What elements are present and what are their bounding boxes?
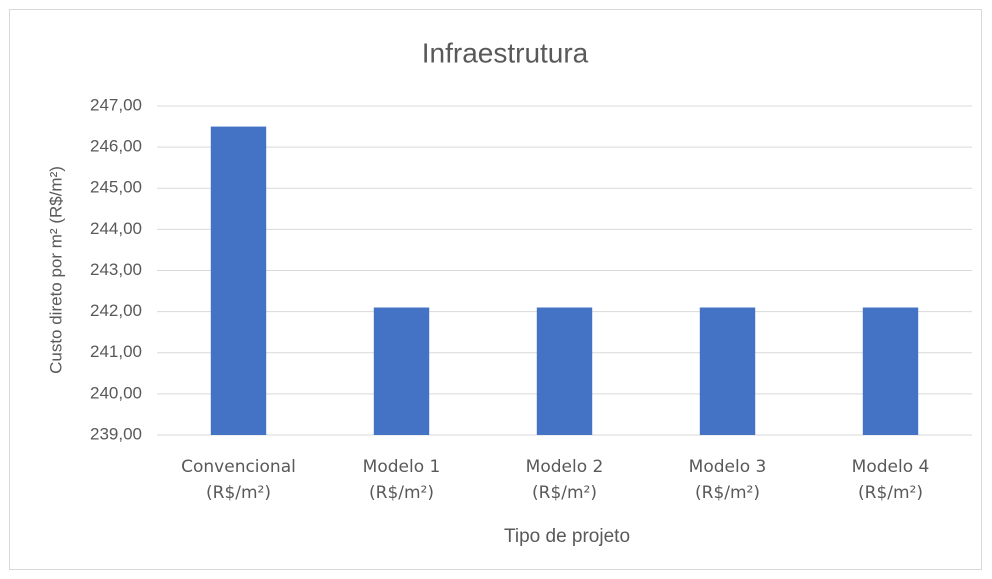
y-tick-label: 244,00 [90,219,142,238]
bar [536,307,593,435]
chart-title: Infraestrutura [422,37,589,68]
y-tick-label: 242,00 [90,301,142,320]
x-tick-label: Modelo 3 (R$/m²) [688,457,767,503]
y-tick-label: 245,00 [90,178,142,197]
bar [699,307,756,435]
y-tick-label: 243,00 [90,260,142,279]
x-tick-label: Modelo 4 (R$/m²) [851,457,930,503]
y-tick-label: 239,00 [90,424,142,443]
x-tick-label: Modelo 1 (R$/m²) [362,457,441,503]
bar [210,126,267,435]
y-tick-label: 240,00 [90,383,142,402]
bar [373,307,430,435]
x-tick-label: Convencional (R$/m²) [181,457,296,503]
x-tick-label: Modelo 2 (R$/m²) [525,457,604,503]
y-tick-label: 246,00 [90,137,142,156]
bar [862,307,919,435]
y-tick-label: 241,00 [90,342,142,361]
chart-border [9,9,982,570]
y-tick-label: 247,00 [90,95,142,114]
x-axis-title: Tipo de projeto [504,526,630,547]
y-axis-title: Custo direto por m² (R$/m²) [46,166,65,374]
